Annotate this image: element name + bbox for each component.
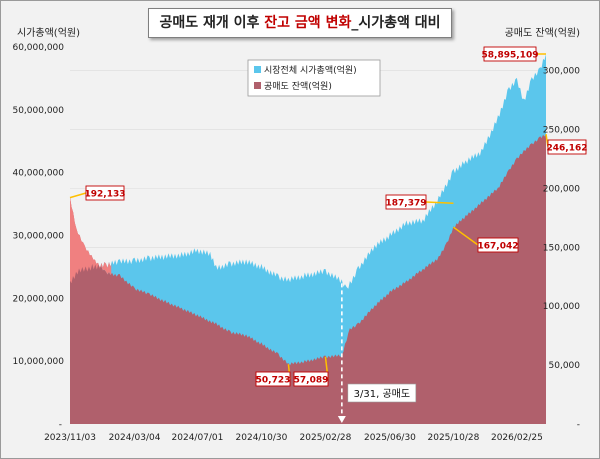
x-tick-label: 2026/02/25 xyxy=(491,433,543,443)
right-tick-label: 100,000 xyxy=(543,302,580,312)
short-balance-early-area xyxy=(70,197,112,284)
callout-leader xyxy=(425,201,454,204)
right-tick-label: 200,000 xyxy=(543,184,580,194)
callout-label: 167,042 xyxy=(478,242,519,252)
x-tick-label: 2024/07/01 xyxy=(172,433,224,443)
series-areas xyxy=(70,53,546,425)
title-suffix: _시가총액 대비 xyxy=(351,15,441,31)
right-tick-label: 50,000 xyxy=(549,361,581,371)
callout-label: 246,162 xyxy=(547,144,588,154)
callout-box xyxy=(385,194,427,210)
x-tick-label: 2025/02/28 xyxy=(300,433,352,443)
left-axis: - 10,000,000 20,000,000 30,000,000 40,000,00… xyxy=(12,43,64,430)
left-tick-label: 40,000,000 xyxy=(12,169,64,179)
event-label: 3/31, 공매도 xyxy=(354,388,410,400)
callout-leader xyxy=(69,192,87,199)
right-axis: - 50,000 100,000 150,000 200,000 250,000 300,0… xyxy=(543,67,580,430)
legend-swatch-short-balance xyxy=(254,82,261,89)
right-axis-label: 공매도 잔액(억원) xyxy=(505,27,580,39)
legend-box xyxy=(247,59,381,97)
right-tick-label: 250,000 xyxy=(543,125,580,135)
event-marker: 3/31, 공매도 xyxy=(337,283,417,423)
right-tick-label: 300,000 xyxy=(543,67,580,77)
chart-title: 공매도 재개 이후 잔고 금액 변화_시가총액 대비 xyxy=(148,8,452,38)
callouts: 192,133 50,723 57,089 187,379 167,042 58,895,… xyxy=(69,46,588,387)
title-highlight: 잔고 금액 변화 xyxy=(264,15,352,31)
callout-box xyxy=(85,185,125,201)
callout-box xyxy=(477,237,519,253)
x-tick-label: 2024/03/04 xyxy=(109,433,161,443)
legend-entry-market-cap: 시장전체 시가총액(억원) xyxy=(264,64,357,76)
callout-label: 57,089 xyxy=(294,376,329,386)
legend-entry-short-balance: 공매도 잔액(억원) xyxy=(264,80,332,92)
legend: 시장전체 시가총액(억원) 공매도 잔액(억원) xyxy=(247,59,381,97)
callout-label: 192,133 xyxy=(85,190,126,200)
event-arrow xyxy=(337,416,346,423)
callout-label: 50,723 xyxy=(256,376,291,386)
short-balance-area xyxy=(70,134,546,424)
title-prefix: 공매도 재개 이후 xyxy=(159,15,265,31)
right-tick-label: - xyxy=(577,420,580,430)
callout-box xyxy=(483,46,537,62)
legend-swatch-market-cap xyxy=(254,66,261,73)
left-tick-label: 60,000,000 xyxy=(12,43,64,53)
x-tick-label: 2024/10/30 xyxy=(236,433,288,443)
x-tick-label: 2023/11/03 xyxy=(44,433,96,443)
callout-box xyxy=(293,371,329,387)
left-axis-label: 시가총액(억원) xyxy=(17,27,80,39)
callout-leader xyxy=(453,226,479,246)
callout-box xyxy=(255,371,291,387)
right-tick-label: 150,000 xyxy=(543,243,580,253)
event-label-box xyxy=(347,383,417,403)
left-tick-label: 30,000,000 xyxy=(12,232,64,242)
callout-label: 187,379 xyxy=(386,199,427,209)
callout-box xyxy=(547,139,587,155)
left-tick-label: 50,000,000 xyxy=(12,106,64,116)
left-tick-label: 10,000,000 xyxy=(12,357,64,367)
x-tick-label: 2025/06/30 xyxy=(364,433,416,443)
left-tick-label: 20,000,000 xyxy=(12,294,64,304)
left-tick-label: - xyxy=(59,420,62,430)
x-axis: 2023/11/03 2024/03/04 2024/07/01 2024/10/30… xyxy=(44,433,543,443)
callout-label: 58,895,109 xyxy=(482,51,539,61)
x-tick-label: 2025/10/28 xyxy=(428,433,480,443)
